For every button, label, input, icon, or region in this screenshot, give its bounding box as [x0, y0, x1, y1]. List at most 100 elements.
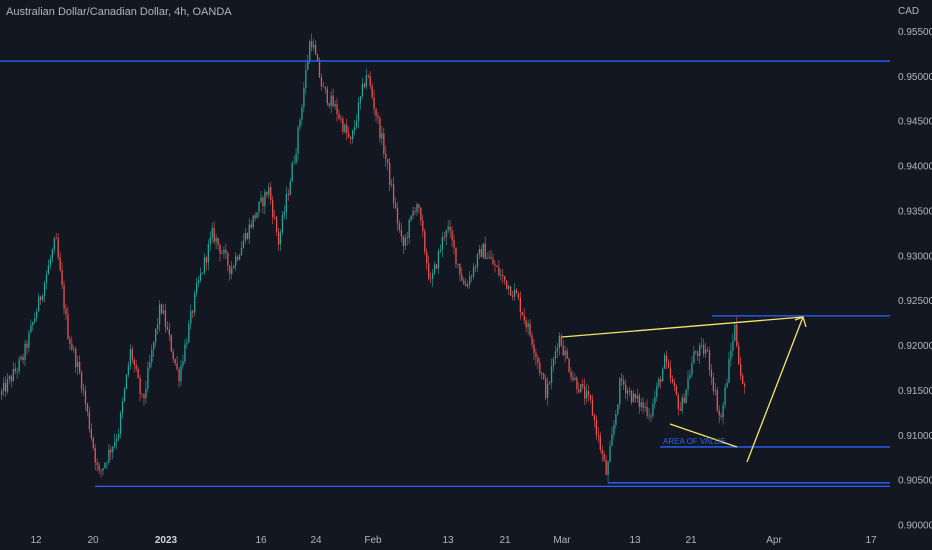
candle [118, 428, 120, 442]
candle [428, 255, 430, 281]
x-tick-label: 13 [442, 535, 454, 546]
candle [14, 362, 16, 375]
candle [531, 331, 533, 349]
candle [469, 270, 471, 290]
upper-trendline[interactable] [561, 316, 804, 338]
candle [486, 252, 488, 260]
candle [726, 378, 728, 389]
candle [572, 371, 574, 383]
price-axis[interactable]: 0.95500 0.95000 0.94500 0.94000 0.93500 0.930… [898, 27, 932, 532]
y-tick-label: 0.91000 [898, 431, 932, 442]
candle [110, 445, 112, 460]
candle [211, 222, 213, 243]
candle [623, 375, 625, 390]
candle [578, 382, 580, 395]
y-tick-label: 0.93500 [898, 206, 932, 217]
x-tick-label: Feb [364, 535, 382, 546]
x-tick-label: 2023 [155, 535, 178, 546]
candle [260, 190, 262, 204]
candle [377, 112, 379, 124]
candle [582, 378, 584, 390]
candle [656, 382, 658, 402]
candle [238, 253, 241, 261]
candle [67, 306, 69, 340]
candle [28, 329, 30, 353]
candle [90, 423, 92, 442]
candle [264, 189, 266, 214]
candle [677, 392, 679, 416]
candle [16, 367, 18, 379]
candle [4, 375, 7, 398]
candle [689, 369, 691, 380]
candle [513, 283, 516, 301]
candle [431, 268, 434, 287]
candle [714, 383, 716, 396]
candle [632, 389, 635, 403]
candle [348, 126, 350, 139]
time-axis[interactable]: 12 20 2023 16 24 Feb 13 21 Mar 13 21 Apr 17 [30, 535, 877, 546]
candle [496, 264, 498, 268]
x-tick-label: Mar [553, 535, 571, 546]
candle [445, 229, 447, 246]
candle [554, 345, 557, 365]
y-tick-label: 0.93000 [898, 251, 932, 262]
candle [361, 77, 364, 99]
candle [186, 337, 188, 349]
candle [279, 229, 282, 252]
candle [219, 243, 221, 262]
candle [12, 362, 14, 383]
candle [498, 259, 500, 277]
candle [235, 252, 237, 272]
chart-title: Australian Dollar/Canadian Dollar, 4h, O… [6, 6, 232, 18]
candle [272, 195, 274, 225]
annotations[interactable]: AREA OF VALUE [561, 316, 807, 463]
candle [430, 272, 432, 284]
candle [285, 186, 287, 220]
candle [32, 321, 34, 331]
candle [558, 332, 560, 356]
candle [129, 344, 131, 370]
wedge-lower-leg[interactable] [669, 423, 738, 448]
candle [79, 355, 81, 375]
candle [636, 388, 638, 403]
candle [457, 263, 459, 269]
candle [258, 201, 260, 217]
candle [630, 389, 633, 406]
candle [196, 277, 198, 298]
candle [548, 381, 551, 385]
candle [172, 348, 174, 363]
candle [94, 443, 96, 471]
candle [299, 117, 301, 131]
candle [303, 82, 305, 113]
candle [367, 73, 369, 79]
candle [379, 115, 381, 143]
candle [203, 253, 206, 276]
candle [88, 406, 91, 433]
candle [201, 272, 204, 275]
candle [470, 274, 473, 282]
candle [509, 286, 512, 297]
candle [527, 320, 529, 335]
candle [597, 427, 599, 443]
candle [353, 119, 356, 136]
candle [424, 228, 426, 255]
projection-arrow[interactable] [746, 316, 804, 463]
candle [24, 340, 26, 367]
candle [584, 378, 586, 405]
candle [10, 374, 13, 388]
candle [712, 372, 715, 395]
candle [322, 81, 325, 88]
candle [274, 209, 276, 221]
candle [131, 345, 133, 364]
candle [482, 242, 484, 260]
candle [311, 33, 313, 52]
candle [420, 207, 422, 226]
horizontal-levels[interactable] [0, 60, 890, 488]
candle [426, 248, 428, 270]
candle [166, 321, 169, 331]
candle [145, 380, 147, 404]
candle [209, 231, 211, 251]
candle [26, 340, 28, 355]
candle [336, 97, 338, 122]
